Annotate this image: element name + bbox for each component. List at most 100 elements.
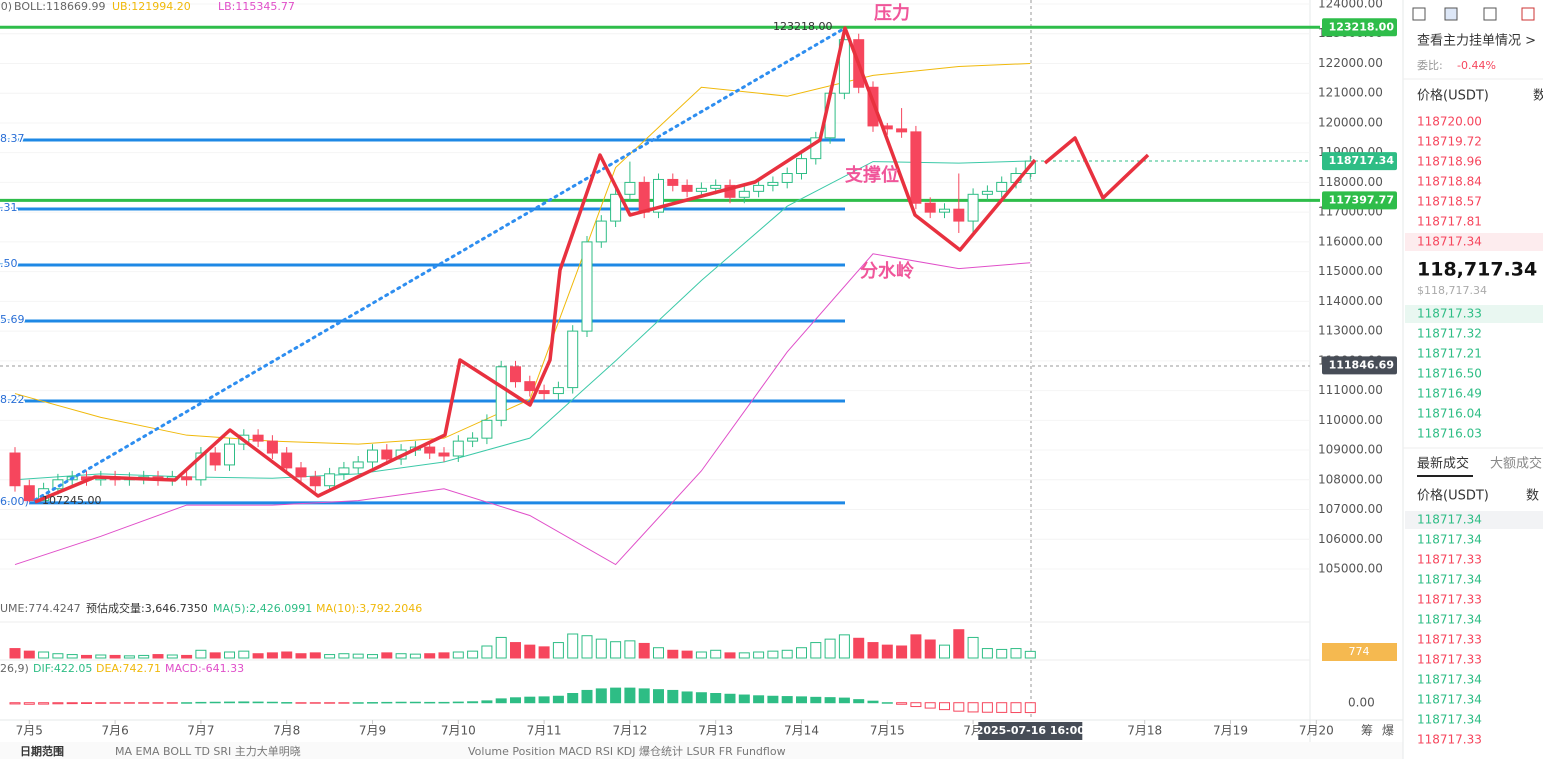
boll-line bbox=[14, 253, 1031, 566]
toolbar-item[interactable]: MA EMA BOLL TD SRI 主力大单明晓 bbox=[115, 744, 301, 758]
y-tick-label: 118000.00 bbox=[1318, 175, 1383, 189]
side-lists: 118720.00 118719.72 118718.96 118718.84 1187… bbox=[1417, 115, 1482, 747]
macd-bar bbox=[495, 698, 507, 704]
toolbar-bg bbox=[0, 742, 1403, 759]
volume-bar bbox=[209, 652, 221, 659]
macd-bar bbox=[753, 695, 765, 704]
macd-bar bbox=[724, 693, 736, 704]
toolbar-item[interactable]: 爆 bbox=[1382, 724, 1394, 738]
x-tick-label: 7月9 bbox=[359, 724, 386, 738]
candle-body bbox=[810, 137, 822, 160]
x-tick-label: 7月 bbox=[963, 724, 983, 738]
volume-bar bbox=[881, 644, 893, 659]
volume-bar bbox=[595, 638, 607, 659]
candle-body bbox=[667, 178, 679, 186]
volume-bar bbox=[610, 641, 622, 659]
volume-bar bbox=[438, 652, 450, 659]
low-label: 107245.00 bbox=[42, 494, 102, 507]
volume-bar bbox=[967, 636, 979, 659]
ask-price: 118718.96 bbox=[1417, 155, 1482, 169]
annotation: 支撑位 bbox=[844, 164, 899, 186]
macd-bar bbox=[395, 701, 407, 704]
volume-bar bbox=[295, 653, 307, 659]
macd-bar bbox=[352, 702, 364, 704]
x-tick-label: 7月11 bbox=[527, 724, 562, 738]
price-tag-label: 117397.77 bbox=[1329, 193, 1394, 206]
macd-bar bbox=[195, 701, 207, 704]
bid-price: 118716.03 bbox=[1417, 427, 1482, 441]
x-tick-label: 7月5 bbox=[16, 724, 43, 738]
candle-body bbox=[495, 366, 507, 421]
row-highlight bbox=[1405, 305, 1543, 323]
icon[interactable] bbox=[1483, 7, 1497, 21]
ask-price: 118720.00 bbox=[1417, 115, 1482, 129]
candle-body bbox=[181, 476, 193, 481]
toolbar-item[interactable]: 日期范围 bbox=[20, 744, 64, 758]
candle-body bbox=[52, 479, 64, 490]
y-tick-label: 107000.00 bbox=[1318, 502, 1383, 516]
bid-price: 118716.50 bbox=[1417, 367, 1482, 381]
trade-price: 118717.34 bbox=[1417, 673, 1482, 687]
volume-bar bbox=[266, 652, 278, 659]
candle-body bbox=[753, 184, 765, 192]
candle-body bbox=[338, 467, 350, 475]
macd-bar bbox=[910, 702, 922, 708]
y-tick-label: 120000.00 bbox=[1318, 115, 1383, 129]
bid-price: 118717.32 bbox=[1417, 327, 1482, 341]
annotation: 压力 bbox=[874, 3, 910, 24]
macd-bar bbox=[853, 699, 865, 704]
tab[interactable]: 大额成交 bbox=[1490, 456, 1542, 472]
volume-bar bbox=[953, 629, 965, 659]
toolbar-item[interactable]: 筹 bbox=[1361, 724, 1373, 738]
icon[interactable] bbox=[1521, 7, 1535, 21]
tab[interactable]: 最新成交 bbox=[1417, 456, 1469, 472]
macd-bar bbox=[38, 702, 50, 705]
volume-bar bbox=[152, 654, 164, 659]
side-panel bbox=[1403, 0, 1543, 759]
macd-bar bbox=[881, 702, 893, 704]
macd-bar bbox=[810, 696, 822, 704]
drawn-path bbox=[34, 26, 1037, 504]
macd-bar bbox=[166, 702, 178, 704]
x-tick-label: 7月19 bbox=[1213, 724, 1248, 738]
volume-bar bbox=[738, 652, 750, 659]
legend: MACD:-641.33 bbox=[165, 662, 244, 675]
col-header: 数 bbox=[1533, 89, 1543, 104]
depth-link[interactable]: 查看主力挂单情况 > bbox=[1417, 33, 1536, 49]
x-tick-label: 7月6 bbox=[101, 724, 128, 738]
macd-bar bbox=[695, 692, 707, 704]
macd-bar bbox=[238, 701, 250, 704]
level-label: 8.22 bbox=[0, 393, 25, 406]
volume-bar bbox=[166, 654, 178, 659]
y-tick-label: 111000.00 bbox=[1318, 383, 1383, 397]
price-tag bbox=[1322, 152, 1397, 171]
macd-bar bbox=[138, 702, 150, 704]
volume-bar bbox=[409, 653, 421, 659]
macd-bar bbox=[309, 702, 321, 704]
y-tick-label: 116000.00 bbox=[1318, 234, 1383, 248]
legend: 26,9) bbox=[0, 662, 29, 675]
icon[interactable] bbox=[1412, 7, 1426, 21]
volume-bar bbox=[495, 636, 507, 659]
bid-price: 118716.49 bbox=[1417, 387, 1482, 401]
macd-bar bbox=[967, 702, 979, 713]
candle-body bbox=[524, 381, 536, 392]
macd-bar bbox=[452, 701, 464, 704]
volume-bar bbox=[996, 648, 1008, 659]
macd-bar bbox=[52, 702, 64, 705]
macd-bar bbox=[924, 702, 936, 709]
candle-body bbox=[510, 366, 521, 383]
volume-bar bbox=[424, 653, 436, 659]
icon[interactable] bbox=[1444, 7, 1458, 21]
toolbar-item[interactable]: Volume Position MACD RSI KDJ 爆仓统计 LSUR F… bbox=[468, 744, 786, 758]
volume-bar bbox=[710, 649, 722, 659]
candle-body bbox=[695, 187, 707, 192]
legend: DIF:422.05 bbox=[33, 662, 92, 675]
annotation: 分水岭 bbox=[860, 260, 914, 282]
candle-body bbox=[981, 190, 993, 195]
candle-body bbox=[209, 452, 221, 466]
macd-bar bbox=[338, 702, 350, 704]
x-tick-label: 7月7 bbox=[187, 724, 214, 738]
ask-price: 118719.72 bbox=[1417, 135, 1482, 149]
